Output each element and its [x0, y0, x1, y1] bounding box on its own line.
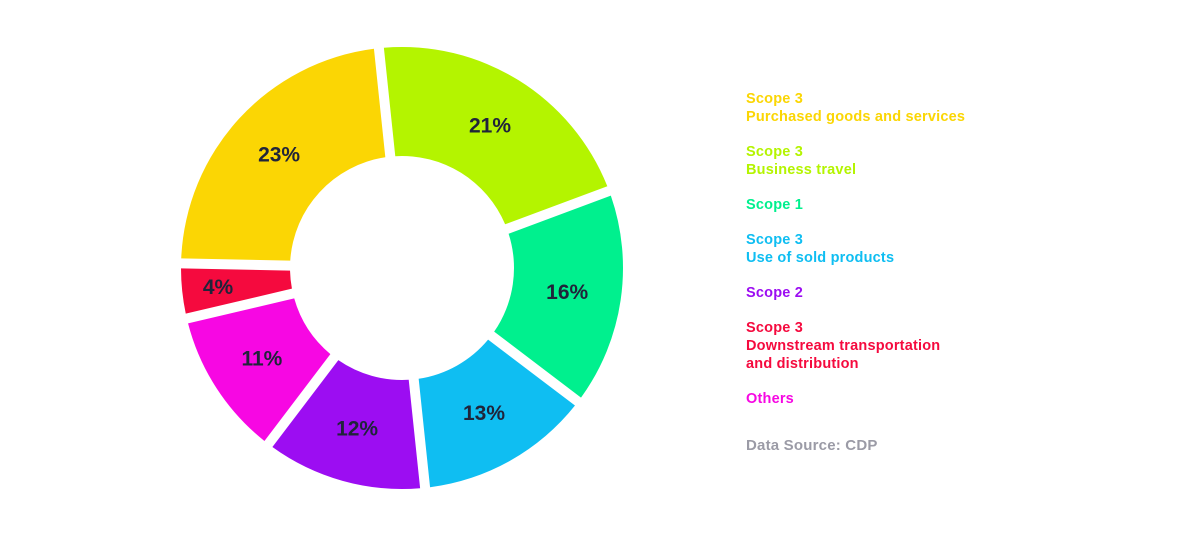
legend-item-line: Scope 2 — [746, 285, 804, 301]
legend-item-line: Purchased goods and services — [746, 109, 966, 125]
slice-percentage-label: 23% — [258, 144, 300, 167]
donut-slices — [181, 46, 624, 490]
donut-slice[interactable] — [272, 360, 421, 490]
legend-item: Scope 3 Downstream transportation and dist… — [746, 319, 1006, 373]
legend: Scope 3 Purchased goods and services Scope… — [746, 90, 1006, 454]
legend-item: Scope 3 Business travel — [746, 143, 1006, 179]
legend-item-line: Business travel — [746, 162, 857, 178]
legend-item-line: Others — [746, 391, 794, 407]
legend-item-line: Downstream transportation — [746, 338, 941, 354]
legend-item: Scope 1 — [746, 196, 1006, 214]
legend-item-line: Scope 3 — [746, 232, 804, 248]
slice-percentage-label: 12% — [336, 417, 378, 440]
donut-slice[interactable] — [383, 46, 608, 225]
legend-item: Scope 3 Purchased goods and services — [746, 90, 1006, 126]
legend-item: Scope 3 Use of sold products — [746, 231, 1006, 267]
donut-slice[interactable] — [418, 339, 575, 488]
slice-percentage-label: 11% — [241, 348, 282, 371]
legend-items: Scope 3 Purchased goods and services Scope… — [746, 90, 1006, 408]
donut-slice[interactable] — [188, 298, 331, 441]
legend-item-line: Scope 3 — [746, 320, 804, 336]
legend-item-line: Scope 1 — [746, 197, 804, 213]
donut-slice[interactable] — [181, 48, 386, 261]
slice-percentage-label: 21% — [469, 115, 511, 138]
legend-item-line: Scope 3 — [746, 91, 804, 107]
donut-slice[interactable] — [181, 268, 292, 314]
legend-item-line: Use of sold products — [746, 250, 895, 266]
data-source-label: Data Source: CDP — [746, 437, 878, 454]
slice-percentage-label: 16% — [546, 281, 588, 304]
legend-item: Scope 2 — [746, 284, 1006, 302]
legend-item-line: Scope 3 — [746, 144, 804, 160]
slice-percentage-label: 13% — [463, 402, 505, 425]
slice-percentage-label: 4% — [203, 276, 234, 299]
donut-slice-labels: 21% 16% 13% 12% 11% 4% 23% — [203, 115, 589, 441]
donut-slice[interactable] — [494, 195, 624, 398]
legend-item-line: and distribution — [746, 356, 859, 372]
legend-item: Others — [746, 390, 1006, 408]
